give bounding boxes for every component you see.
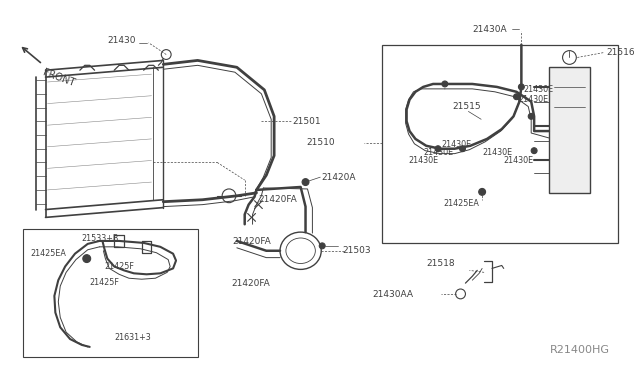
Bar: [382, 45, 618, 243]
Circle shape: [531, 148, 537, 154]
Text: 21425F: 21425F: [104, 262, 134, 271]
Text: 21503: 21503: [343, 246, 371, 255]
Text: 21501: 21501: [292, 117, 321, 126]
Text: 21533+B: 21533+B: [82, 234, 119, 244]
Text: 21515: 21515: [452, 102, 481, 111]
Circle shape: [319, 243, 325, 249]
Text: 21430E: 21430E: [518, 95, 548, 104]
Circle shape: [83, 255, 91, 263]
Text: 21430E: 21430E: [441, 140, 471, 149]
Ellipse shape: [286, 238, 316, 263]
Text: 21631+3: 21631+3: [114, 333, 151, 341]
Text: R21400HG: R21400HG: [550, 345, 610, 355]
Text: 21425EA: 21425EA: [31, 249, 67, 258]
Text: 21430: 21430: [108, 36, 136, 45]
Text: 21420FA: 21420FA: [232, 237, 271, 246]
Text: 21420FA: 21420FA: [231, 279, 269, 288]
Text: 21420A: 21420A: [321, 173, 356, 182]
Text: 21430AA: 21430AA: [372, 291, 413, 299]
Text: 21518: 21518: [426, 259, 454, 268]
Circle shape: [513, 94, 520, 100]
Text: 21430E: 21430E: [482, 148, 512, 157]
Text: 21430E: 21430E: [408, 156, 438, 165]
Text: 21510: 21510: [307, 138, 335, 147]
Circle shape: [479, 189, 486, 195]
Bar: [549, 67, 590, 193]
Ellipse shape: [280, 232, 321, 269]
Circle shape: [460, 146, 465, 152]
Text: FRONT: FRONT: [41, 67, 76, 88]
Circle shape: [302, 179, 309, 186]
Circle shape: [528, 113, 534, 119]
Bar: [23, 229, 198, 357]
Text: 21425F: 21425F: [90, 278, 120, 287]
Text: 21430E: 21430E: [524, 85, 554, 94]
Circle shape: [442, 81, 448, 87]
Text: 21425EA: 21425EA: [443, 199, 479, 208]
Text: 21420FA: 21420FA: [259, 195, 297, 204]
Text: 21430E: 21430E: [504, 156, 534, 165]
Text: 21516: 21516: [607, 48, 636, 57]
Circle shape: [435, 146, 441, 152]
Text: 21430A: 21430A: [472, 25, 507, 33]
Text: 21430E: 21430E: [423, 148, 453, 157]
Circle shape: [518, 84, 524, 90]
